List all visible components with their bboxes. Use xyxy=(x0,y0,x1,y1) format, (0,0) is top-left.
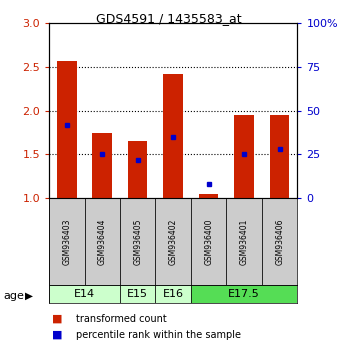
Text: E15: E15 xyxy=(127,289,148,299)
Bar xyxy=(270,115,289,198)
Bar xyxy=(226,198,262,285)
Bar xyxy=(120,285,155,303)
Text: ■: ■ xyxy=(52,314,63,324)
Bar xyxy=(155,198,191,285)
Bar xyxy=(155,285,191,303)
Text: E17.5: E17.5 xyxy=(228,289,260,299)
Bar xyxy=(191,198,226,285)
Bar xyxy=(93,132,112,198)
Text: GDS4591 / 1435583_at: GDS4591 / 1435583_at xyxy=(96,12,242,25)
Text: ▶: ▶ xyxy=(25,291,33,301)
Text: E16: E16 xyxy=(163,289,184,299)
Text: E14: E14 xyxy=(74,289,95,299)
Text: GSM936400: GSM936400 xyxy=(204,218,213,265)
Bar xyxy=(235,115,254,198)
Text: GSM936403: GSM936403 xyxy=(62,218,71,265)
Bar xyxy=(199,194,218,198)
Text: percentile rank within the sample: percentile rank within the sample xyxy=(76,330,241,339)
Text: ■: ■ xyxy=(52,330,63,339)
Text: GSM936402: GSM936402 xyxy=(169,218,178,265)
Bar xyxy=(57,61,76,198)
Text: GSM936401: GSM936401 xyxy=(240,218,249,265)
Bar xyxy=(128,141,147,198)
Text: age: age xyxy=(3,291,24,301)
Bar xyxy=(120,198,155,285)
Text: GSM936405: GSM936405 xyxy=(133,218,142,265)
Text: transformed count: transformed count xyxy=(76,314,167,324)
Bar xyxy=(191,285,297,303)
Bar xyxy=(164,74,183,198)
Bar xyxy=(49,198,84,285)
Bar xyxy=(84,198,120,285)
Text: GSM936406: GSM936406 xyxy=(275,218,284,265)
Bar xyxy=(49,285,120,303)
Text: GSM936404: GSM936404 xyxy=(98,218,107,265)
Bar xyxy=(262,198,297,285)
